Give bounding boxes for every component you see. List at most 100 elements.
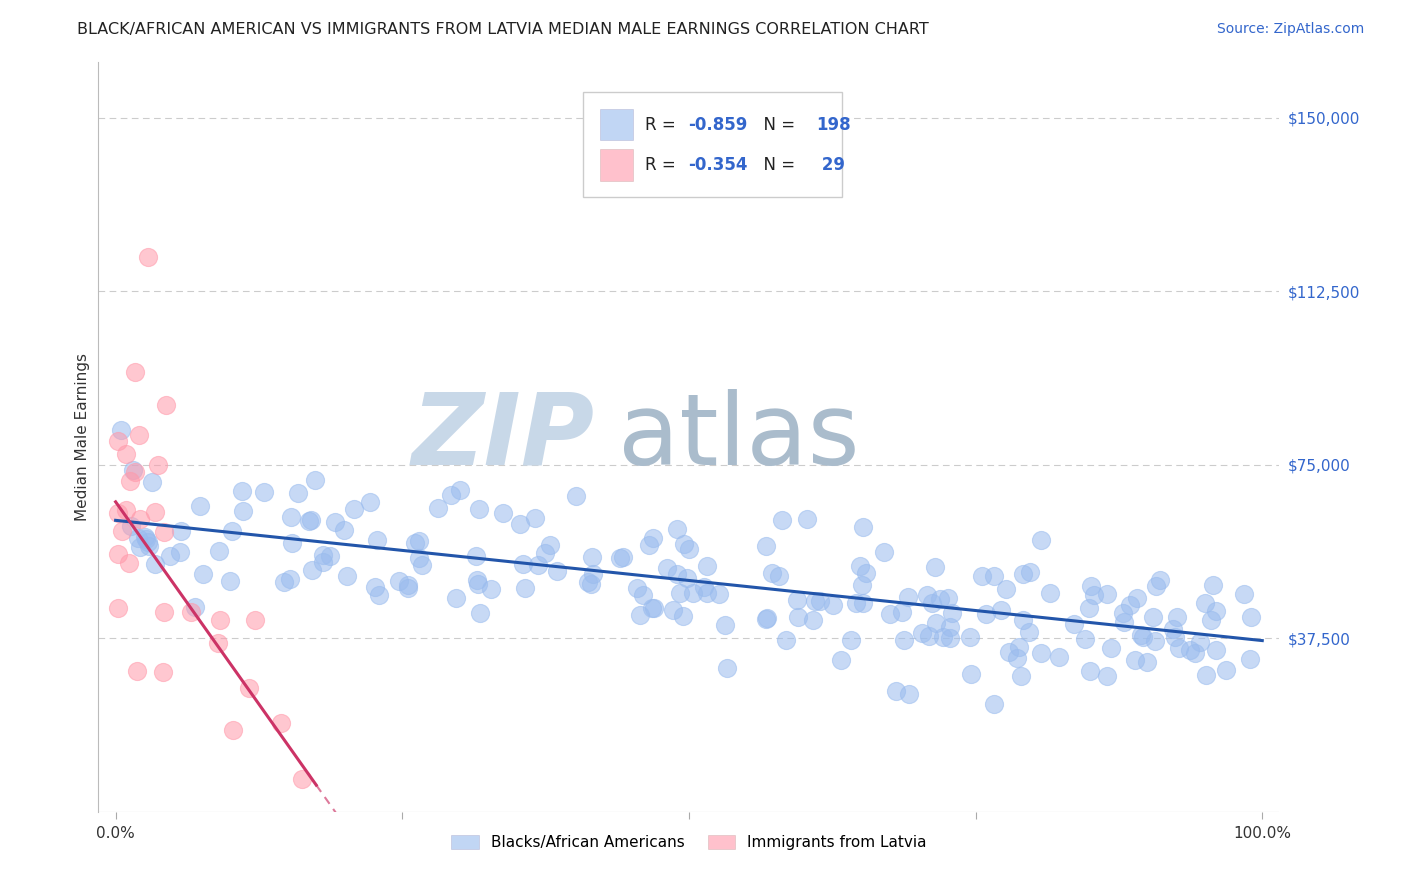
Point: [107, 506, 129, 520]
Point: [169, 545, 191, 559]
Point: [280, 509, 302, 524]
Point: [576, 574, 599, 589]
Point: [939, 631, 962, 645]
Point: [534, 546, 557, 560]
Point: [998, 644, 1021, 658]
Point: [118, 557, 141, 571]
Point: [851, 578, 873, 592]
Point: [1132, 631, 1154, 645]
Point: [209, 613, 232, 627]
Point: [287, 485, 309, 500]
Point: [845, 597, 868, 611]
Point: [128, 512, 150, 526]
Point: [188, 499, 211, 513]
Point: [111, 524, 134, 539]
FancyBboxPatch shape: [582, 93, 842, 197]
Point: [928, 591, 950, 606]
Point: [1095, 587, 1118, 601]
Point: [304, 474, 326, 488]
Point: [359, 495, 381, 509]
Point: [114, 447, 136, 461]
Point: [626, 581, 648, 595]
Point: [897, 590, 920, 604]
Point: [124, 465, 146, 479]
Point: [995, 582, 1018, 597]
Point: [804, 594, 827, 608]
Point: [492, 506, 515, 520]
Point: [143, 558, 166, 572]
Point: [801, 613, 824, 627]
Point: [253, 485, 276, 500]
Text: BLACK/AFRICAN AMERICAN VS IMMIGRANTS FROM LATVIA MEDIAN MALE EARNINGS CORRELATIO: BLACK/AFRICAN AMERICAN VS IMMIGRANTS FRO…: [77, 22, 929, 37]
Point: [222, 723, 245, 738]
Point: [411, 558, 433, 572]
Point: [107, 434, 129, 449]
Legend: Blacks/African Americans, Immigrants from Latvia: Blacks/African Americans, Immigrants fro…: [446, 830, 932, 856]
Point: [609, 551, 631, 566]
Point: [960, 667, 983, 681]
Text: atlas: atlas: [619, 389, 859, 485]
Point: [1164, 630, 1187, 644]
Point: [238, 681, 260, 696]
Point: [823, 598, 845, 612]
Point: [768, 569, 790, 583]
Bar: [600, 109, 634, 140]
Point: [672, 609, 695, 624]
Text: N =: N =: [752, 116, 800, 134]
Point: [682, 586, 704, 600]
Point: [1239, 652, 1261, 666]
Point: [921, 596, 943, 610]
Point: [1080, 579, 1102, 593]
Point: [1099, 641, 1122, 656]
Point: [1073, 632, 1095, 646]
Point: [136, 535, 159, 549]
Point: [1029, 646, 1052, 660]
Point: [628, 608, 651, 623]
Point: [408, 533, 430, 548]
Point: [852, 596, 875, 610]
Text: -0.859: -0.859: [688, 116, 747, 134]
Point: [808, 593, 831, 607]
Point: [911, 626, 934, 640]
Point: [662, 603, 685, 617]
Point: [581, 549, 603, 564]
Point: [959, 630, 981, 644]
Point: [1144, 579, 1167, 593]
Point: [1119, 598, 1142, 612]
Point: [1194, 596, 1216, 610]
Point: [1168, 641, 1191, 656]
Point: [1205, 643, 1227, 657]
Point: [396, 578, 419, 592]
Point: [1233, 586, 1256, 600]
Point: [129, 540, 152, 554]
Point: [1149, 573, 1171, 587]
Point: [243, 614, 266, 628]
Point: [396, 581, 419, 595]
Point: [122, 463, 145, 477]
Point: [755, 539, 778, 553]
Point: [118, 474, 141, 488]
Point: [107, 601, 129, 615]
Point: [207, 636, 229, 650]
Point: [1083, 588, 1105, 602]
Point: [465, 549, 488, 563]
Point: [114, 503, 136, 517]
Point: [581, 576, 603, 591]
Point: [1240, 610, 1263, 624]
Point: [925, 615, 948, 630]
Point: [1010, 669, 1032, 683]
Point: [932, 630, 955, 644]
Bar: [600, 149, 634, 181]
Point: [388, 574, 411, 589]
Point: [1078, 665, 1101, 679]
Point: [479, 582, 502, 596]
Point: [509, 517, 531, 532]
Point: [135, 532, 157, 546]
Point: [936, 591, 959, 606]
Point: [311, 549, 333, 563]
Point: [1018, 624, 1040, 639]
Point: [1184, 647, 1206, 661]
Point: [467, 577, 489, 591]
Point: [1012, 613, 1035, 627]
Point: [565, 489, 588, 503]
